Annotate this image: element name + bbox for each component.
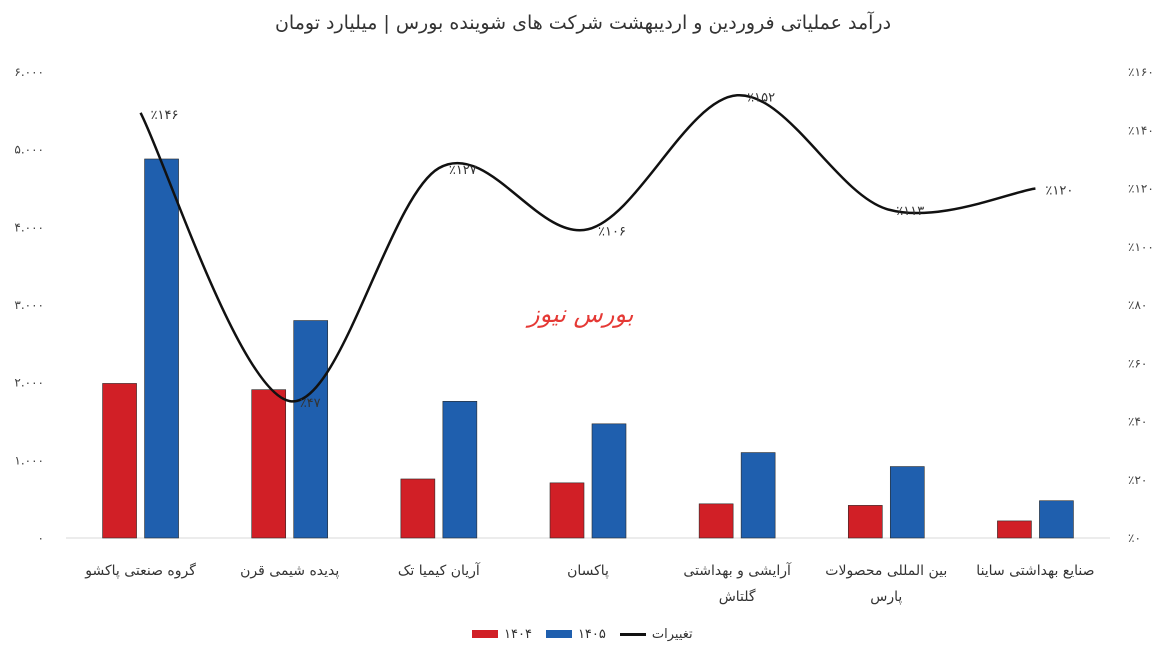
change-line (139, 94, 1036, 403)
category-label: پدیده شیمی قرن (240, 563, 339, 579)
change-data-label: ٪۱۱۳ (896, 204, 924, 219)
y2-tick-label: ٪۲۰ (1128, 473, 1147, 487)
y-tick-label: ۱.۰۰۰ (14, 453, 44, 467)
y2-tick-label: ٪۶۰ (1128, 356, 1147, 370)
change-data-label: ٪۱۴۶ (151, 108, 179, 123)
chart-title: درآمد عملیاتی فروردین و اردیبهشت شرکت ها… (274, 12, 892, 34)
y2-tick-label: ٪۰ (1128, 531, 1141, 545)
bar-1404 (997, 520, 1032, 539)
y2-tick-label: ٪۴۰ (1128, 415, 1147, 429)
legend-label-1404: ۱۴۰۴ (504, 626, 532, 642)
chart-legend: ۱۴۰۴ ۱۴۰۵ تغییرات (472, 624, 693, 644)
y2-tick-label: ٪۱۲۰ (1128, 182, 1154, 196)
legend-swatch-1405 (545, 630, 572, 638)
y-tick-label: ۴.۰۰۰ (14, 220, 44, 234)
category-label: آرایشی و بهداشتی (683, 562, 792, 579)
legend-swatch-change (619, 632, 646, 636)
legend-item-change: تغییرات (619, 626, 693, 642)
category-label: صنایع بهداشتی ساینا (976, 563, 1094, 579)
y2-tick-label: ٪۱۴۰ (1128, 123, 1154, 137)
legend-swatch-1404 (472, 630, 498, 638)
y-tick-label: ۵.۰۰۰ (14, 143, 44, 157)
bar-1405 (889, 466, 925, 539)
legend-item-1404: ۱۴۰۴ (472, 627, 532, 642)
change-data-label: ٪۱۲۰ (1045, 184, 1073, 199)
bar-1404 (251, 389, 287, 539)
category-label: پاکسان (567, 563, 609, 579)
y-tick-label: ۳.۰۰۰ (14, 298, 44, 312)
bar-1405 (740, 452, 776, 539)
legend-label-1405: ۱۴۰۵ (577, 626, 606, 642)
change-data-label: ٪۴۷ (300, 396, 321, 411)
bar-1405 (1039, 500, 1074, 539)
bar-1405 (293, 320, 329, 539)
y2-tick-label: ٪۱۰۰ (1128, 240, 1154, 254)
change-data-label: ٪۱۰۶ (598, 224, 626, 239)
category-label: گروه صنعتی پاکشو (84, 562, 196, 579)
category-label: آریان کیمیا تک (398, 562, 481, 579)
category-label: بین المللی محصولات (825, 563, 947, 579)
bar-1404 (102, 383, 137, 539)
category-label: پارس (870, 589, 902, 605)
category-label: گلتاش (719, 588, 756, 605)
bar-1405 (144, 158, 179, 539)
watermark-logo: بورس نیوز (528, 300, 634, 328)
bar-1405 (442, 401, 478, 539)
y-tick-label: ۰ (38, 531, 44, 545)
y2-tick-label: ٪۸۰ (1128, 298, 1147, 312)
change-data-label: ٪۱۵۲ (747, 90, 775, 105)
legend-item-1405: ۱۴۰۵ (545, 626, 606, 642)
y2-tick-label: ٪۱۶۰ (1128, 65, 1154, 79)
bar-1404 (847, 505, 883, 539)
bar-1404 (549, 482, 585, 539)
legend-label-change: تغییرات (651, 626, 693, 642)
bar-1405 (591, 423, 627, 539)
change-data-label: ٪۱۲۷ (449, 163, 477, 178)
bar-1404 (400, 478, 436, 539)
y-tick-label: ۲.۰۰۰ (14, 376, 44, 390)
y-tick-label: ۶.۰۰۰ (14, 65, 44, 79)
bar-1404 (698, 503, 734, 539)
